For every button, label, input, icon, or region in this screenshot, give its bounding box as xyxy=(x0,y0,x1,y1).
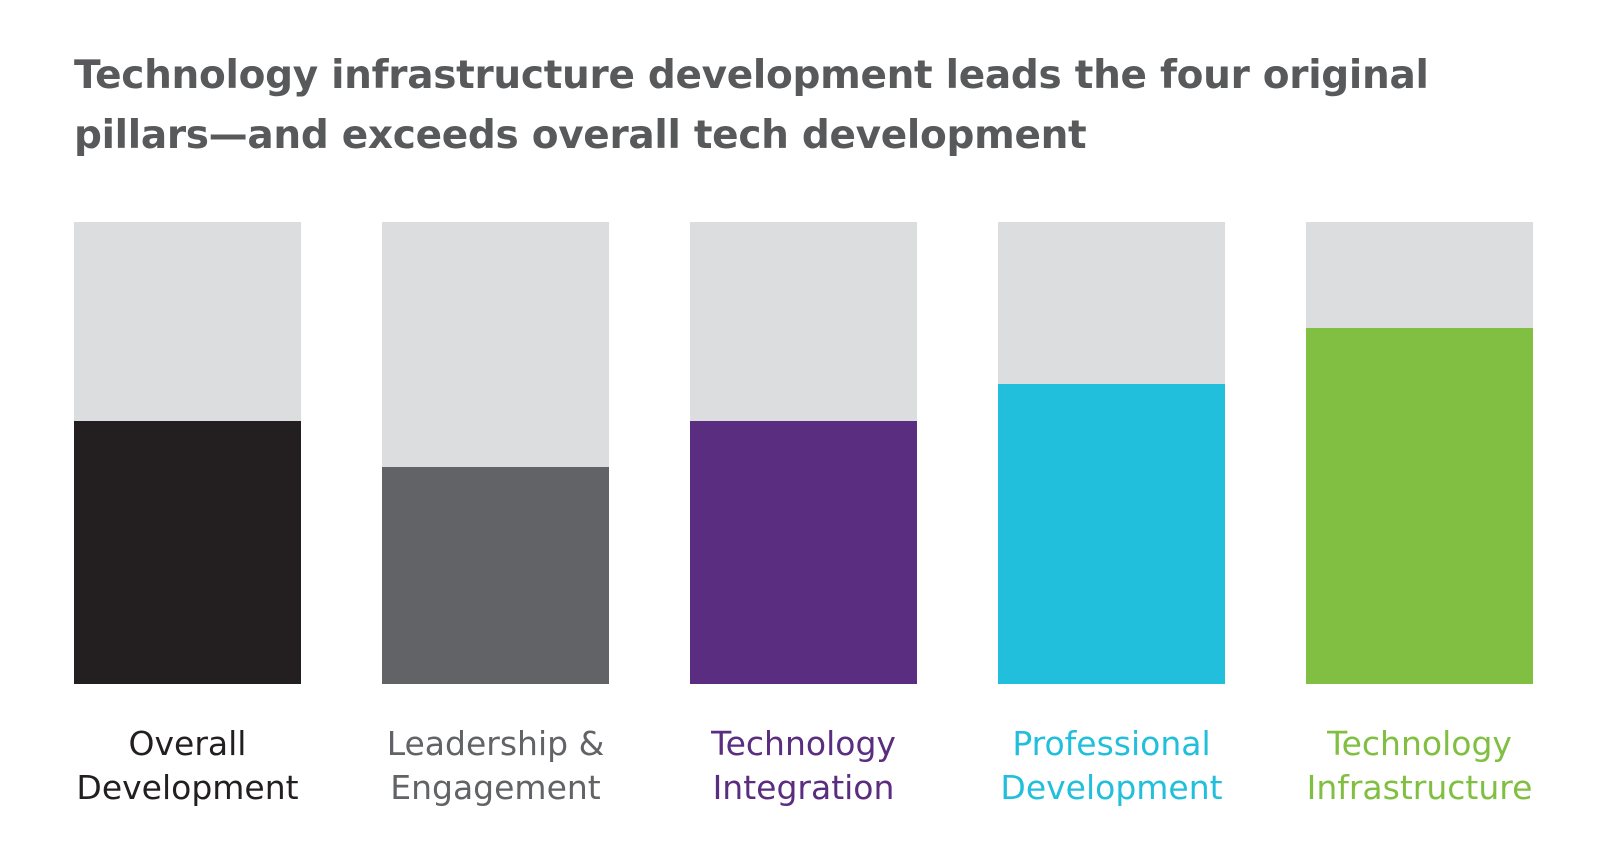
category-label: Leadership & Engagement xyxy=(386,724,605,807)
category-label: Technology Infrastructure xyxy=(1306,724,1533,807)
bar xyxy=(998,383,1225,684)
bar xyxy=(382,466,609,684)
category-label: Professional Development xyxy=(1000,724,1223,807)
bar xyxy=(690,420,917,684)
chart-title: Technology infrastructure development le… xyxy=(74,53,1429,158)
bar xyxy=(74,420,301,684)
bar xyxy=(1306,328,1533,684)
category-label: Overall Development xyxy=(76,724,299,807)
category-label: Technology Integration xyxy=(711,724,896,807)
